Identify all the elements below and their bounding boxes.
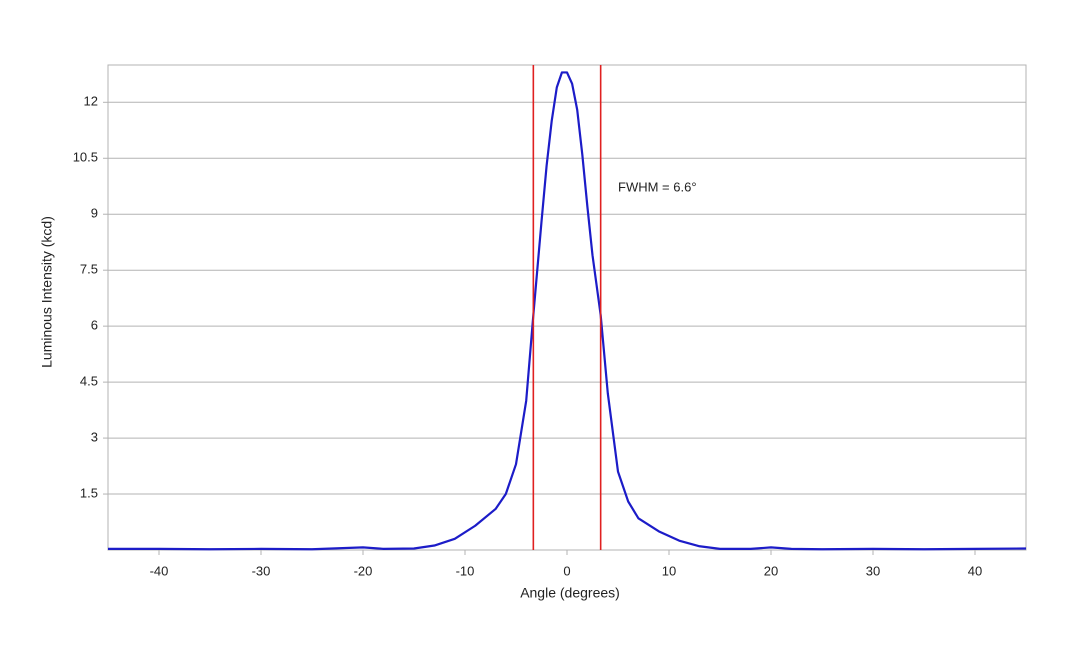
- y-tick-label: 9: [91, 206, 98, 221]
- annotation: FWHM = 6.6°: [618, 180, 697, 195]
- x-tick-label: -30: [252, 563, 271, 578]
- x-tick-label: 40: [968, 563, 982, 578]
- x-tick-label: 10: [662, 563, 676, 578]
- x-axis-label: Angle (degrees): [520, 585, 620, 601]
- y-tick-label: 10.5: [73, 150, 98, 165]
- x-tick-label: 20: [764, 563, 778, 578]
- y-tick-label: 4.5: [80, 374, 98, 389]
- x-tick-label: -40: [150, 563, 169, 578]
- data-line: [108, 71, 1027, 551]
- x-tick-label: -20: [354, 563, 373, 578]
- y-tick-label: 12: [84, 94, 98, 109]
- plot-frame: [107, 64, 1027, 551]
- y-axis-label: Luminous Intensity (kcd): [39, 216, 55, 368]
- y-tick-label: 1.5: [80, 485, 98, 500]
- x-tick-label: -10: [456, 563, 475, 578]
- y-tick-label: 3: [91, 430, 98, 445]
- y-tick-label: 6: [91, 318, 98, 333]
- y-tick-label: 7.5: [80, 262, 98, 277]
- x-tick-label: 0: [563, 563, 570, 578]
- x-tick-label: 30: [866, 563, 880, 578]
